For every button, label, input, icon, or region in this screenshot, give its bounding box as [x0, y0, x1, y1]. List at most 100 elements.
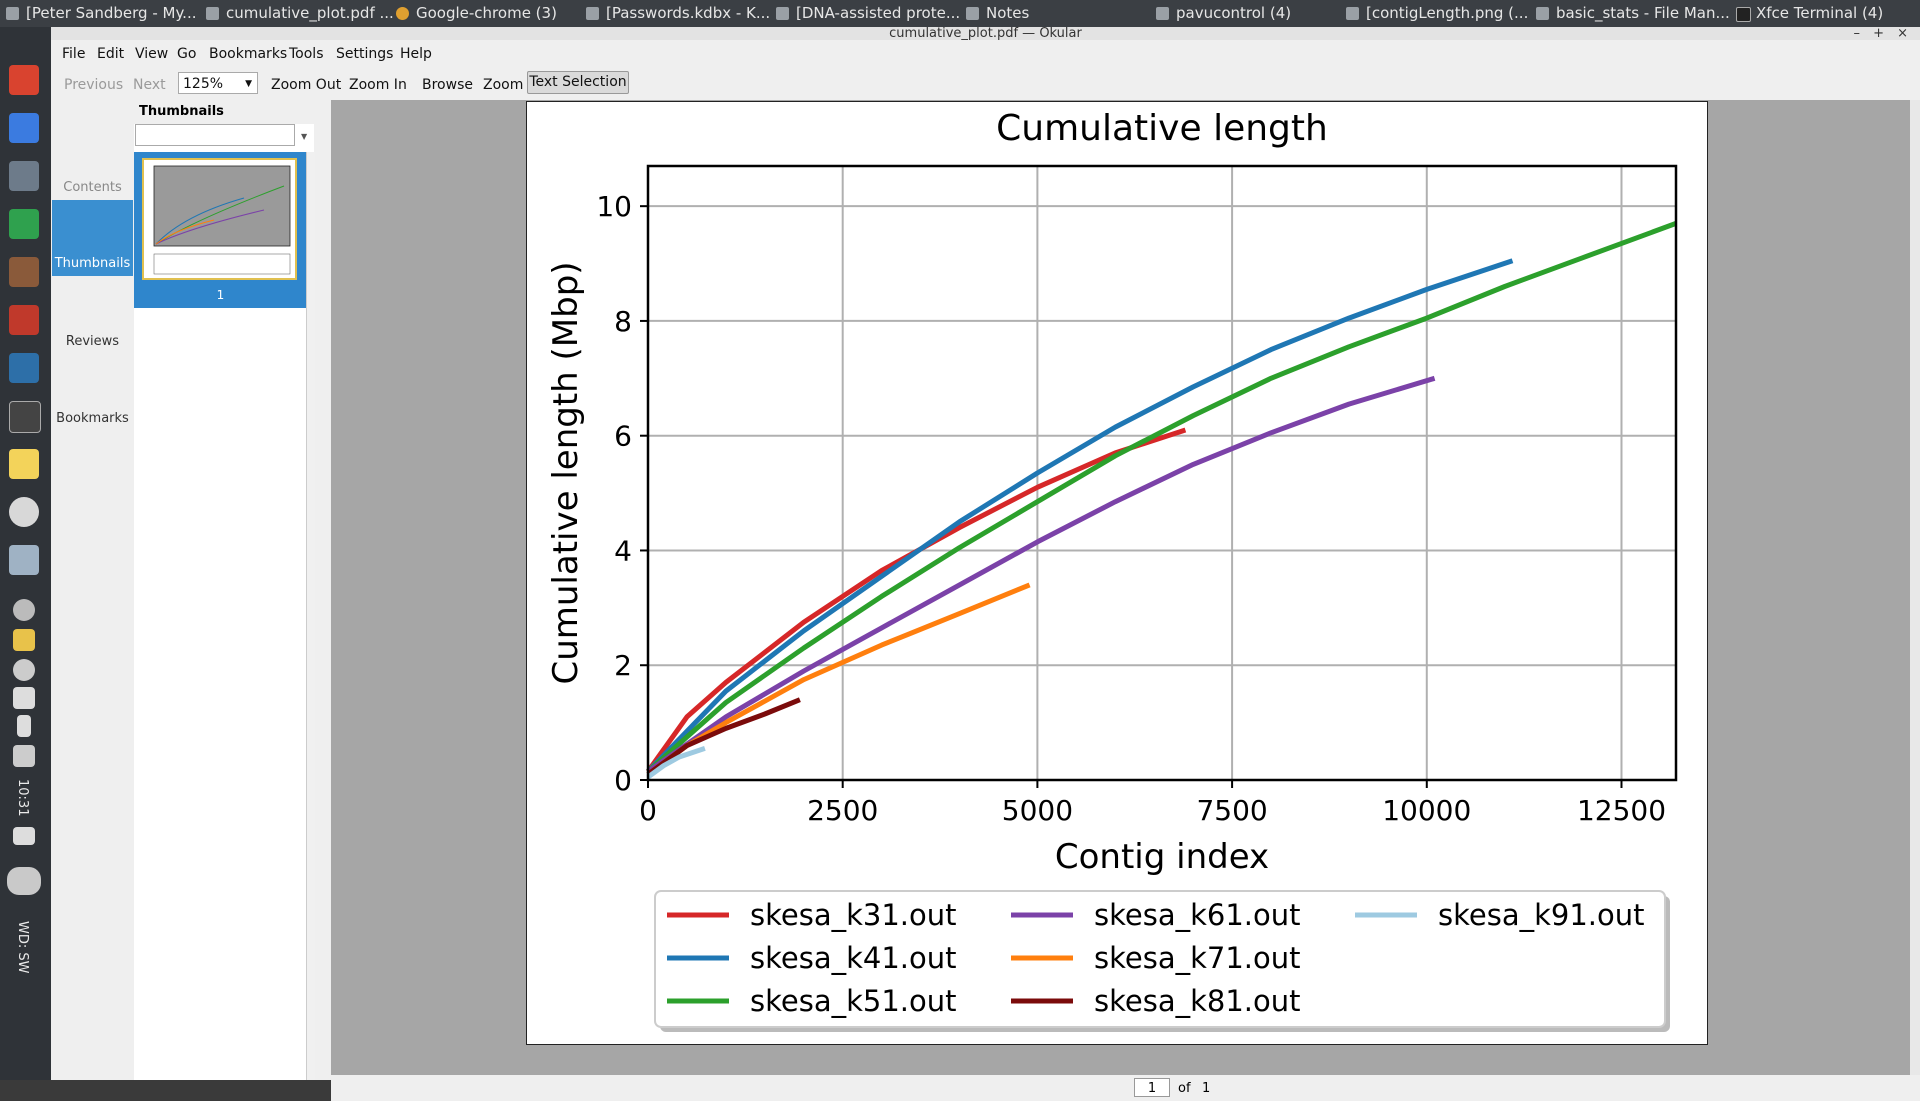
- window-titlebar: cumulative_plot.pdf — Okular – + ×: [51, 27, 1920, 40]
- clock: 10:31: [15, 779, 30, 817]
- taskbar-item[interactable]: Xfce Terminal (4): [1730, 0, 1920, 27]
- linux-icon[interactable]: [13, 629, 35, 651]
- chevron-down-icon[interactable]: ▼: [301, 132, 308, 141]
- legend-box: [654, 890, 1666, 1028]
- tab-bookmarks[interactable]: Bookmarks: [56, 411, 129, 426]
- media-player-icon[interactable]: [9, 65, 39, 95]
- thumbnail-image: [142, 158, 297, 280]
- x-tick-label: 12500: [1577, 794, 1666, 827]
- keepass-icon: [586, 7, 599, 20]
- image-icon: [1346, 7, 1359, 20]
- menu-file[interactable]: File: [62, 46, 86, 62]
- zoom-out-button[interactable]: Zoom Out: [271, 77, 342, 93]
- thumbnail-search-input[interactable]: [135, 124, 295, 146]
- menu-go[interactable]: Go: [177, 46, 197, 62]
- taskbar-item[interactable]: [DNA-assisted prote...: [770, 0, 986, 27]
- legend-label: skesa_k81.out: [1094, 984, 1301, 1018]
- menu-settings[interactable]: Settings: [336, 46, 394, 62]
- files-icon[interactable]: [9, 545, 39, 575]
- drive-icon[interactable]: [9, 209, 39, 239]
- menu-bookmarks[interactable]: Bookmarks: [209, 46, 288, 62]
- minimize-icon[interactable]: –: [1853, 26, 1861, 41]
- next-button[interactable]: Next: [133, 77, 166, 93]
- page-number-input[interactable]: 1: [1134, 1078, 1170, 1097]
- maximize-icon[interactable]: +: [1873, 26, 1884, 41]
- chart-title: Cumulative length: [996, 108, 1328, 149]
- taskbar-item[interactable]: [contigLength.png (...: [1340, 0, 1556, 27]
- thumbnail-chart: [153, 165, 291, 275]
- window-title: cumulative_plot.pdf — Okular: [889, 26, 1082, 41]
- thumbnail-page-number: 1: [216, 288, 225, 302]
- task-label: cumulative_plot.pdf ...: [226, 4, 394, 22]
- task-label: [Peter Sandberg - My...: [26, 4, 197, 22]
- task-label: Google-chrome (3): [416, 4, 557, 22]
- monitor-icon[interactable]: [9, 161, 39, 191]
- legend-label: skesa_k71.out: [1094, 941, 1301, 975]
- terminal-icon: [1736, 7, 1751, 22]
- thumbnail-page-1[interactable]: 1: [134, 152, 307, 308]
- tab-contents[interactable]: Contents: [63, 180, 122, 195]
- legend-label: skesa_k91.out: [1438, 898, 1645, 932]
- zoom-tool-button[interactable]: Zoom: [483, 77, 524, 93]
- task-label: [contigLength.png (...: [1366, 4, 1529, 22]
- thumbnails-scrollbar[interactable]: [306, 152, 315, 1080]
- reader-icon[interactable]: [9, 305, 39, 335]
- y-tick-label: 8: [614, 305, 632, 338]
- chrome-icon: [396, 7, 409, 20]
- zoom-in-button[interactable]: Zoom In: [349, 77, 407, 93]
- panel-title: Thumbnails: [134, 100, 314, 124]
- weather-icon[interactable]: [7, 867, 41, 895]
- legend-label: skesa_k31.out: [750, 898, 957, 932]
- taskbar-item[interactable]: Google-chrome (3): [390, 0, 606, 27]
- taskbar-item[interactable]: [Peter Sandberg - My...: [0, 0, 226, 27]
- task-label: Notes: [986, 4, 1030, 22]
- menu-help[interactable]: Help: [400, 46, 432, 62]
- tab-reviews[interactable]: Reviews: [65, 334, 120, 349]
- zoom-value: 125%: [183, 76, 224, 92]
- taskbar: [Peter Sandberg - My... cumulative_plot.…: [0, 0, 1920, 27]
- series-line: [646, 697, 801, 777]
- battery-icon[interactable]: [17, 715, 31, 737]
- app-icon: [6, 7, 19, 20]
- feed-icon[interactable]: [9, 353, 39, 383]
- page-navigator: 1 of 1: [331, 1075, 1920, 1101]
- taskbar-item[interactable]: pavucontrol (4): [1150, 0, 1366, 27]
- mail-icon[interactable]: [13, 827, 35, 845]
- phone-icon[interactable]: [9, 401, 41, 433]
- x-axis-label: Contig index: [1055, 837, 1269, 877]
- docs-icon[interactable]: [9, 113, 39, 143]
- books-icon[interactable]: [9, 257, 39, 287]
- bluetooth-icon[interactable]: [13, 599, 35, 621]
- x-tick-label: 10000: [1382, 794, 1471, 827]
- volume-icon[interactable]: [13, 745, 35, 767]
- legend-label: skesa_k51.out: [750, 984, 957, 1018]
- notes-icon[interactable]: [9, 449, 39, 479]
- page-of-label: of: [1178, 1081, 1191, 1096]
- taskbar-item[interactable]: basic_stats - File Man...: [1530, 0, 1756, 27]
- tab-thumbnails[interactable]: Thumbnails: [52, 200, 133, 276]
- mouse-icon[interactable]: [9, 497, 39, 527]
- menu-tools[interactable]: Tools: [289, 46, 324, 62]
- toolbar: Previous Next 125% ▼ Zoom Out Zoom In Br…: [51, 68, 1920, 100]
- taskbar-item[interactable]: [Passwords.kdbx - K...: [580, 0, 796, 27]
- y-tick-label: 4: [614, 534, 632, 567]
- close-icon[interactable]: ×: [1897, 26, 1908, 41]
- settings-icon[interactable]: [13, 687, 35, 709]
- taskbar-item[interactable]: cumulative_plot.pdf ...: [200, 0, 416, 27]
- task-label: [Passwords.kdbx - K...: [606, 4, 771, 22]
- series-line: [646, 746, 706, 780]
- chevron-down-icon: ▼: [245, 79, 252, 89]
- wifi-icon[interactable]: [13, 659, 35, 681]
- zoom-select[interactable]: 125% ▼: [178, 72, 258, 94]
- series-line: [646, 375, 1436, 774]
- browse-tool-button[interactable]: Browse: [422, 77, 473, 93]
- y-axis-label: Cumulative length (Mbp): [546, 261, 586, 684]
- document-scrollbar[interactable]: [1910, 100, 1920, 1075]
- task-label: Xfce Terminal (4): [1756, 4, 1884, 22]
- menu-view[interactable]: View: [135, 46, 169, 62]
- text-selection-tool-button[interactable]: Text Selection: [527, 71, 629, 94]
- menu-edit[interactable]: Edit: [97, 46, 125, 62]
- taskbar-item[interactable]: Notes: [960, 0, 1176, 27]
- previous-button[interactable]: Previous: [64, 77, 124, 93]
- cumulative-length-chart: 0 2500 5000 7500 10000 12500 0 2 4 6 8 10 Cumulative…: [546, 108, 1678, 1032]
